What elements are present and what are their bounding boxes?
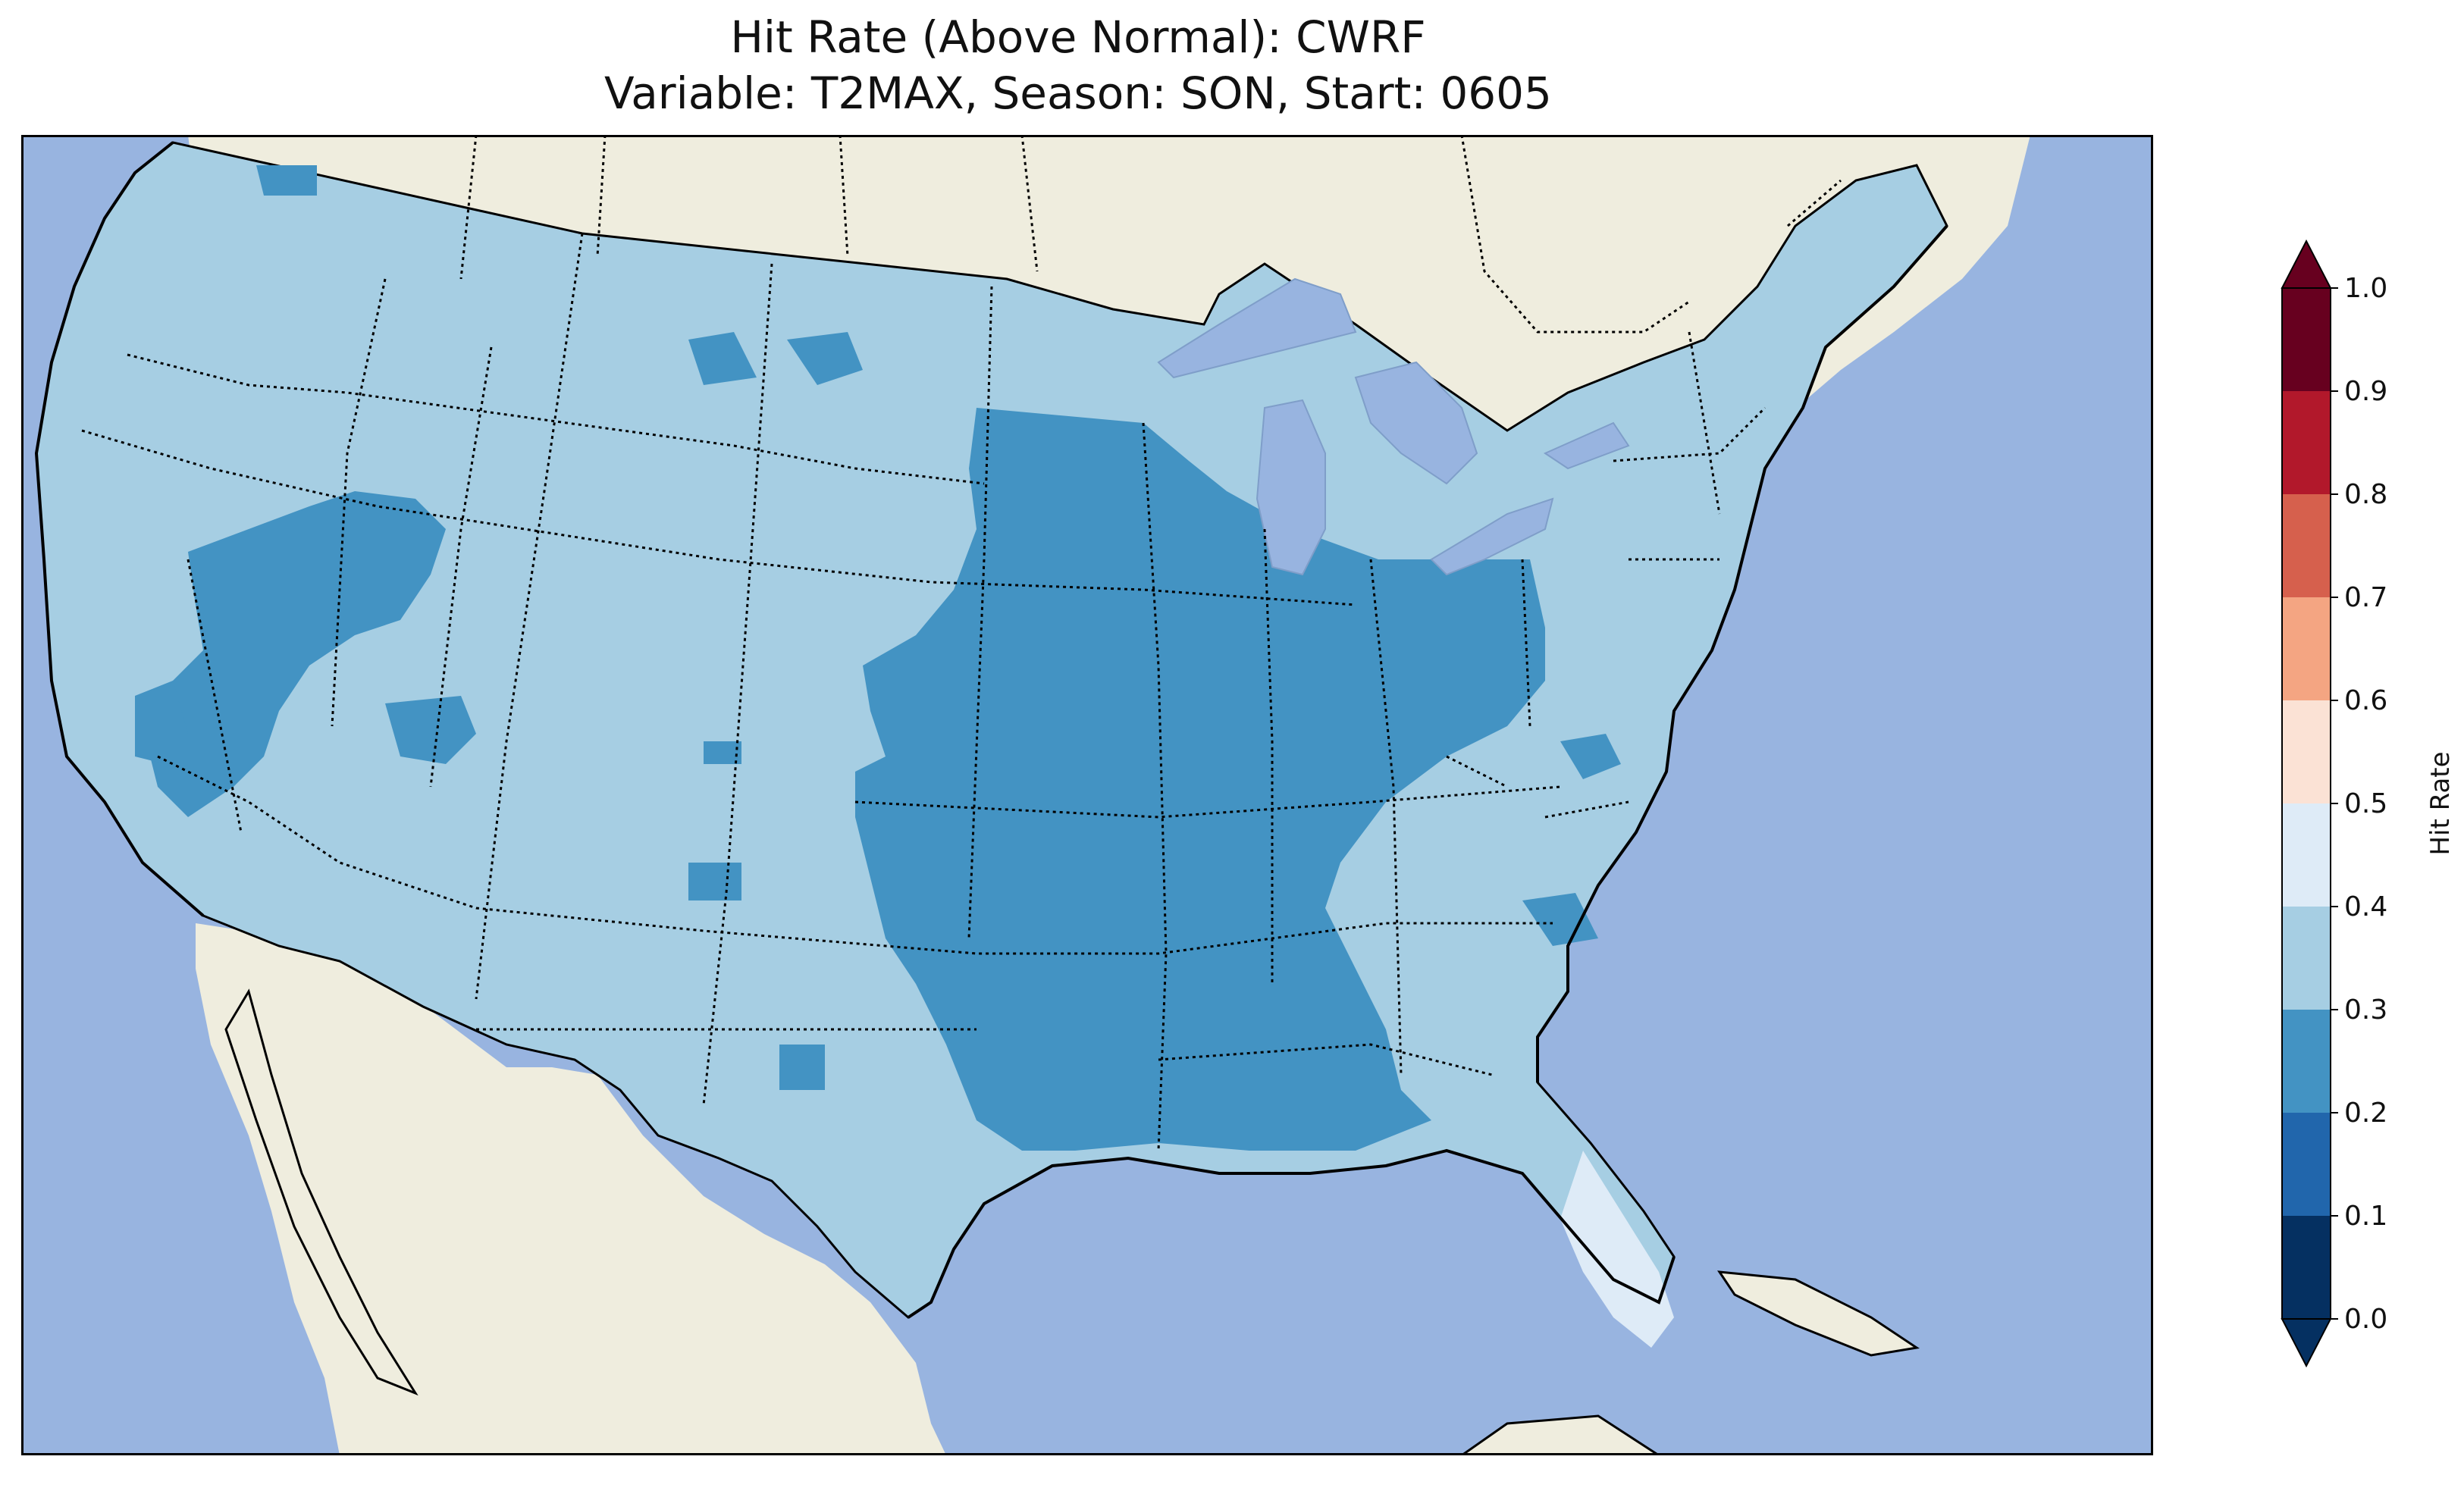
colorbar-tick-label: 0.8 — [2344, 479, 2387, 510]
colorbar-bin-6 — [2282, 597, 2331, 700]
texas-patch — [779, 1045, 825, 1090]
lake-erie — [1430, 497, 1554, 576]
lake-ontario — [1543, 421, 1630, 470]
colorbar-tick-label: 1.0 — [2344, 273, 2387, 304]
utah-patch — [385, 696, 476, 764]
great-basin-region — [143, 491, 446, 817]
nevada-patch — [135, 681, 188, 764]
florida-region — [1560, 1151, 1674, 1348]
lake-huron — [1354, 361, 1478, 485]
colorbar-extend-high — [2281, 239, 2332, 289]
map-frame — [21, 135, 2153, 1455]
colorbar-tick-label: 0.9 — [2344, 376, 2387, 407]
colorbar-tick-label: 0.6 — [2344, 685, 2387, 716]
colorbar-tick-label: 0.4 — [2344, 891, 2387, 922]
colorbar-bins — [2281, 239, 2332, 1368]
colorbar-bin-5 — [2282, 700, 2331, 803]
map-panel — [21, 135, 2153, 1455]
colorbar-tick-label: 0.0 — [2344, 1304, 2387, 1335]
map-subtitle: Variable: T2MAX, Season: SON, Start: 060… — [604, 67, 1552, 119]
central-us-region — [855, 408, 1545, 1151]
colorbar-extend-low — [2281, 1318, 2332, 1368]
colorbar-bin-9 — [2282, 288, 2331, 391]
lake-michigan — [1256, 399, 1326, 576]
montana-patch-2 — [787, 332, 863, 385]
coastlines — [34, 141, 1948, 1319]
hit-rate-0.2-0.3-regions — [135, 165, 1621, 1151]
colorbar-bin-8 — [2282, 391, 2331, 494]
colorbar-bin-0 — [2282, 1216, 2331, 1319]
colorbar-tick-label: 0.7 — [2344, 582, 2387, 613]
map-title: Hit Rate (Above Normal): CWRF — [730, 11, 1426, 63]
yucatan-edge — [1459, 1414, 1661, 1455]
colorbar-ticks: 0.0 0.1 0.2 0.3 0.4 0.5 0.6 0.7 0.8 0.9 1.0 — [2331, 273, 2387, 1335]
colorbar-label: Hit Rate — [2425, 751, 2456, 855]
mexico-land — [196, 923, 946, 1455]
colorbar-bin-3 — [2282, 907, 2331, 1010]
colorbar-bin-1 — [2282, 1113, 2331, 1216]
colorbar-tick-label: 0.2 — [2344, 1098, 2387, 1129]
virginia-patch — [1560, 734, 1621, 779]
georgia-patch — [1522, 893, 1598, 946]
baja-peninsula — [224, 988, 419, 1396]
colorbar-tick-label: 0.1 — [2344, 1201, 2387, 1232]
colorbar-bin-4 — [2282, 803, 2331, 907]
lake-superior — [1157, 277, 1357, 379]
washington-patch — [256, 165, 317, 196]
colorbar: 0.0 0.1 0.2 0.3 0.4 0.5 0.6 0.7 0.8 0.9 1.0 Hit Ra… — [2281, 239, 2456, 1368]
colorbar-bin-7 — [2282, 494, 2331, 597]
state-borders — [81, 233, 1766, 1151]
colorbar-tick-label: 0.3 — [2344, 994, 2387, 1026]
montana-patch — [688, 332, 757, 385]
new-mexico-patch — [688, 863, 741, 900]
colorado-patch — [704, 741, 741, 764]
colorbar-tick-label: 0.5 — [2344, 788, 2387, 819]
great-lakes — [1157, 277, 1630, 576]
cuba — [1716, 1270, 1920, 1357]
province-borders — [459, 135, 1842, 334]
colorbar-bin-2 — [2282, 1010, 2331, 1113]
